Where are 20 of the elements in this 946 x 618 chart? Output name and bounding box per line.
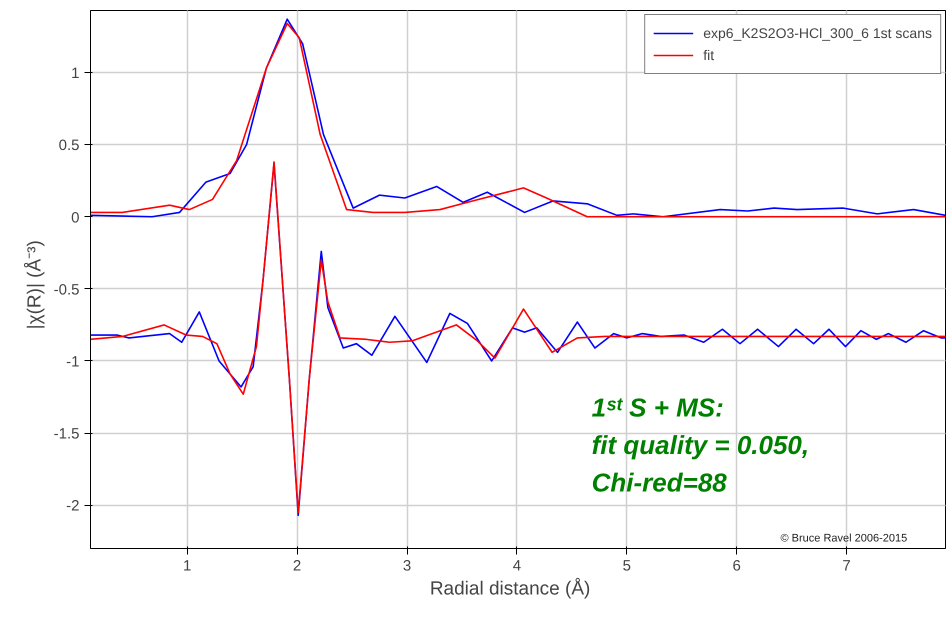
y-tick-label: -1 <box>66 353 80 370</box>
x-tick-label: 6 <box>732 558 741 574</box>
y-axis-title: |χ(R)| (Å⁻³) <box>24 240 46 330</box>
legend-label: exp6_K2S2O3-HCl_300_6 1st scans <box>703 25 932 41</box>
y-tick-label: -1.5 <box>54 426 80 443</box>
y-tick-label: -0.5 <box>54 281 80 298</box>
y-tick-label: 1 <box>71 65 80 82</box>
x-tick-label: 3 <box>402 558 412 574</box>
x-tick-label: 2 <box>292 558 302 574</box>
y-tick-label: -2 <box>66 498 80 515</box>
y-tick-label: 0 <box>71 209 80 226</box>
x-tick-label: 7 <box>842 558 851 574</box>
y-tick-label: 0.5 <box>58 137 80 154</box>
x-tick-label: 5 <box>622 558 631 574</box>
annotation: 1ˢᵗ S + MS: fit quality = 0.050, Chi-red=88 <box>592 392 810 498</box>
legend-label: fit <box>703 47 716 63</box>
x-tick-label: 4 <box>512 558 522 574</box>
x-tick-label: 1 <box>183 558 192 574</box>
x-axis-title: Radial distance (Å) <box>430 578 590 600</box>
annotation: © Bruce Ravel 2006-2015 <box>780 532 908 544</box>
